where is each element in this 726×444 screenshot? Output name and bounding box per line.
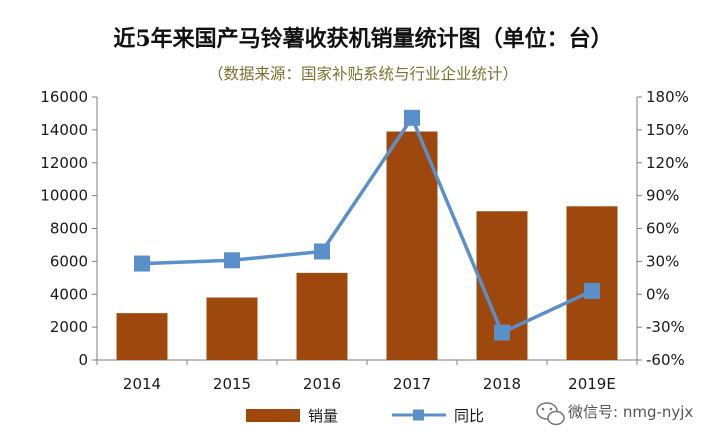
right-tick-label: -60% [646, 351, 685, 369]
right-tick-label: 60% [646, 220, 679, 238]
left-tick-label: 0 [78, 351, 88, 369]
bar-series [116, 131, 618, 360]
yoy-marker-2015 [224, 252, 240, 269]
right-tick-label: 30% [646, 252, 679, 270]
left-tick-label: 6000 [50, 252, 88, 270]
x-tick-label: 2017 [393, 375, 431, 393]
left-tick-labels: 0 2000 4000 6000 8000 10000 12000 14000 16000 [40, 88, 97, 369]
x-tick-label: 2014 [123, 375, 161, 393]
yoy-marker-2019E [584, 282, 600, 299]
bar-2015 [206, 297, 258, 360]
right-tick-label: -30% [646, 318, 685, 336]
yoy-marker-2014 [134, 255, 150, 272]
left-tick-label: 4000 [50, 285, 88, 303]
x-tick-label: 2015 [213, 375, 251, 393]
legend-line-marker [413, 409, 424, 421]
legend-bar-swatch [246, 409, 300, 422]
legend-bar-label: 销量 [308, 407, 338, 425]
yoy-marker-2016 [314, 243, 330, 260]
right-tick-label: 90% [646, 187, 679, 205]
right-tick-labels: -60% -30% 0% 30% 60% 90% 120% 150% 180% [637, 88, 689, 369]
bar-2016 [296, 272, 348, 360]
legend: 销量 同比 [246, 407, 484, 425]
line-series [134, 109, 600, 341]
right-tick-label: 120% [646, 154, 689, 172]
yoy-marker-2017 [404, 109, 420, 126]
x-tick-label: 2019E [568, 375, 616, 393]
bar-2014 [116, 313, 168, 360]
yoy-marker-2018 [494, 324, 510, 341]
left-tick-label: 12000 [40, 154, 88, 172]
right-tick-label: 150% [646, 121, 689, 139]
chart-subtitle: （数据来源：国家补贴系统与行业企业统计） [208, 65, 518, 83]
watermark: 微信号: nmg-nyjx [536, 402, 693, 426]
left-tick-label: 16000 [40, 88, 88, 106]
yoy-line [141, 116, 593, 335]
left-tick-label: 2000 [50, 318, 88, 336]
x-tick-label: 2018 [483, 375, 521, 393]
right-tick-label: 0% [646, 285, 670, 303]
bar-2017 [386, 131, 438, 360]
wechat-icon [536, 402, 565, 426]
chart-title: 近5年来国产马铃薯收获机销量统计图（单位：台） [113, 26, 612, 52]
x-tick-label: 2016 [303, 375, 341, 393]
watermark-text: 微信号: nmg-nyjx [568, 403, 693, 421]
left-tick-label: 14000 [40, 121, 88, 139]
x-tick-labels: 2014 2015 2016 2017 2018 2019E [96, 360, 638, 393]
left-tick-label: 10000 [40, 187, 88, 205]
left-tick-label: 8000 [50, 220, 88, 238]
right-tick-label: 180% [646, 88, 689, 106]
legend-line-label: 同比 [454, 407, 484, 425]
